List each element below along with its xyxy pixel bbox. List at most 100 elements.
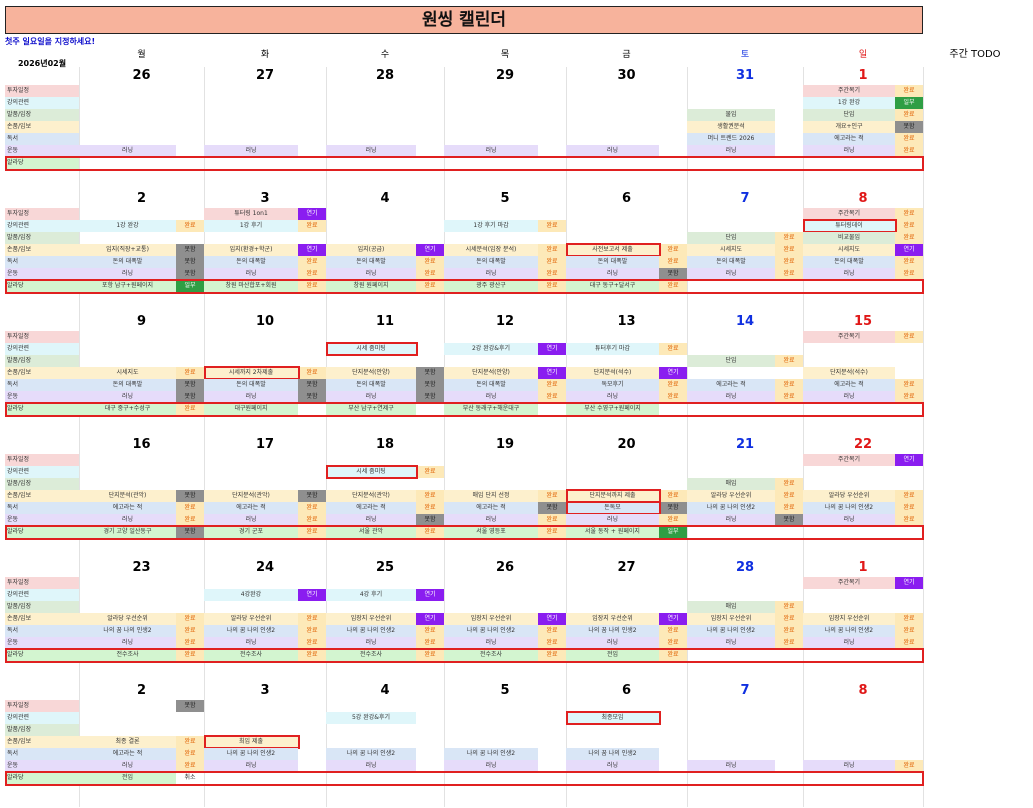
status-badge[interactable]: 완료 bbox=[416, 268, 444, 280]
status-badge[interactable]: 완료 bbox=[895, 256, 923, 268]
task-cell[interactable]: 단지분석(안양) bbox=[444, 367, 538, 379]
status-badge[interactable]: 못함 bbox=[775, 514, 803, 526]
task-cell[interactable]: 머니 트렌드 2026 bbox=[687, 133, 775, 145]
status-badge[interactable]: 완료 bbox=[895, 268, 923, 280]
task-cell[interactable] bbox=[326, 577, 416, 589]
status-badge[interactable]: 완료 bbox=[538, 220, 566, 232]
status-badge[interactable]: 완료 bbox=[416, 466, 444, 478]
status-badge[interactable]: 완료 bbox=[298, 268, 326, 280]
status-badge[interactable]: 완료 bbox=[538, 526, 566, 538]
task-cell[interactable] bbox=[803, 355, 895, 367]
status-badge[interactable]: 완료 bbox=[416, 502, 444, 514]
status-badge[interactable]: 완료 bbox=[298, 649, 326, 661]
task-cell[interactable]: 시세지도 bbox=[79, 367, 176, 379]
task-cell[interactable]: 단지분석(관악) bbox=[204, 490, 298, 502]
task-cell[interactable] bbox=[204, 466, 298, 478]
task-cell[interactable] bbox=[566, 466, 659, 478]
task-cell[interactable]: 2강 완강&후기 bbox=[444, 343, 538, 355]
task-cell[interactable]: 전수조사 bbox=[79, 649, 176, 661]
task-cell[interactable] bbox=[326, 478, 416, 490]
status-badge[interactable]: 완료 bbox=[775, 490, 803, 502]
task-cell[interactable] bbox=[204, 577, 298, 589]
task-cell[interactable] bbox=[687, 700, 775, 712]
task-cell[interactable]: 러닝 bbox=[79, 760, 176, 772]
task-cell[interactable] bbox=[79, 478, 176, 490]
status-badge[interactable]: 완료 bbox=[176, 637, 204, 649]
task-cell[interactable] bbox=[566, 577, 659, 589]
status-badge[interactable]: 못함 bbox=[176, 379, 204, 391]
task-cell[interactable] bbox=[444, 724, 538, 736]
task-cell[interactable] bbox=[79, 343, 176, 355]
task-cell[interactable] bbox=[79, 589, 176, 601]
status-badge[interactable]: 완료 bbox=[416, 256, 444, 268]
task-cell[interactable] bbox=[326, 85, 416, 97]
task-cell[interactable]: 러닝 bbox=[803, 760, 895, 772]
status-badge[interactable]: 완료 bbox=[895, 391, 923, 403]
status-badge[interactable]: 완료 bbox=[659, 514, 687, 526]
task-cell[interactable] bbox=[326, 736, 416, 748]
task-cell[interactable]: 단지분석(석수) bbox=[566, 367, 659, 379]
task-cell[interactable] bbox=[444, 589, 538, 601]
task-cell[interactable]: 나의 꿈 나의 인생2 bbox=[444, 625, 538, 637]
status-badge[interactable]: 못함 bbox=[298, 490, 326, 502]
task-cell[interactable]: 단지분석(석수) bbox=[803, 367, 895, 379]
status-badge[interactable]: 완료 bbox=[895, 379, 923, 391]
task-cell[interactable]: 돈의 대폭발 bbox=[444, 379, 538, 391]
task-cell[interactable]: 러닝 bbox=[687, 637, 775, 649]
status-badge[interactable]: 완료 bbox=[538, 490, 566, 502]
status-badge[interactable]: 완료 bbox=[775, 637, 803, 649]
status-badge[interactable]: 완료 bbox=[538, 379, 566, 391]
task-cell[interactable]: 에고라는 적 bbox=[79, 748, 176, 760]
task-cell[interactable]: 전임 bbox=[566, 649, 659, 661]
task-cell[interactable] bbox=[803, 343, 895, 355]
task-cell[interactable]: 러닝 bbox=[79, 637, 176, 649]
status-badge[interactable]: 완료 bbox=[538, 256, 566, 268]
task-cell[interactable] bbox=[326, 601, 416, 613]
task-cell[interactable] bbox=[204, 712, 298, 724]
status-badge[interactable]: 완료 bbox=[659, 379, 687, 391]
task-cell[interactable]: 러닝 bbox=[326, 760, 416, 772]
task-cell[interactable]: 러닝 bbox=[803, 391, 895, 403]
task-cell[interactable]: 최종모임 bbox=[566, 712, 659, 724]
task-cell[interactable]: 러닝 bbox=[204, 637, 298, 649]
status-badge[interactable]: 연기 bbox=[416, 589, 444, 601]
task-cell[interactable]: 입지(공급) bbox=[326, 244, 416, 256]
task-cell[interactable]: 임장지 우선순위 bbox=[444, 613, 538, 625]
task-cell[interactable]: 단임 bbox=[687, 232, 775, 244]
status-badge[interactable]: 완료 bbox=[895, 760, 923, 772]
status-badge[interactable]: 완료 bbox=[775, 502, 803, 514]
status-badge[interactable]: 못함 bbox=[176, 244, 204, 256]
status-badge[interactable]: 완료 bbox=[176, 625, 204, 637]
task-cell[interactable]: 에고라는 적 bbox=[79, 502, 176, 514]
task-cell[interactable] bbox=[444, 208, 538, 220]
task-cell[interactable] bbox=[444, 331, 538, 343]
status-badge[interactable]: 완료 bbox=[416, 649, 444, 661]
status-badge[interactable]: 연기 bbox=[659, 367, 687, 379]
task-cell[interactable] bbox=[803, 736, 895, 748]
task-cell[interactable]: 시세분석(임장 분석) bbox=[444, 244, 538, 256]
task-cell[interactable] bbox=[204, 478, 298, 490]
task-cell[interactable] bbox=[566, 121, 659, 133]
status-badge[interactable]: 연기 bbox=[895, 244, 923, 256]
status-badge[interactable]: 완료 bbox=[416, 490, 444, 502]
status-badge[interactable]: 완료 bbox=[895, 220, 923, 232]
status-badge[interactable]: 완료 bbox=[659, 256, 687, 268]
task-cell[interactable]: 돈의 대폭발 bbox=[326, 256, 416, 268]
task-cell[interactable] bbox=[204, 331, 298, 343]
task-cell[interactable] bbox=[566, 724, 659, 736]
task-cell[interactable]: 러닝 bbox=[444, 145, 538, 157]
task-cell[interactable]: 알라당 우선순위 bbox=[79, 613, 176, 625]
task-cell[interactable] bbox=[566, 355, 659, 367]
status-badge[interactable]: 연기 bbox=[416, 244, 444, 256]
task-cell[interactable]: 4강완강 bbox=[204, 589, 298, 601]
task-cell[interactable] bbox=[803, 724, 895, 736]
task-cell[interactable]: 경기 고양 일산동구 bbox=[79, 526, 176, 538]
status-badge[interactable]: 완료 bbox=[775, 244, 803, 256]
status-badge[interactable]: 못함 bbox=[176, 526, 204, 538]
task-cell[interactable]: 단지분석까지 제출 bbox=[566, 490, 659, 502]
task-cell[interactable] bbox=[444, 454, 538, 466]
task-cell[interactable]: 시세 줌미팅 bbox=[326, 343, 416, 355]
task-cell[interactable]: 대구원페이지 bbox=[204, 403, 298, 415]
status-badge[interactable]: 일부 bbox=[895, 97, 923, 109]
task-cell[interactable] bbox=[444, 109, 538, 121]
